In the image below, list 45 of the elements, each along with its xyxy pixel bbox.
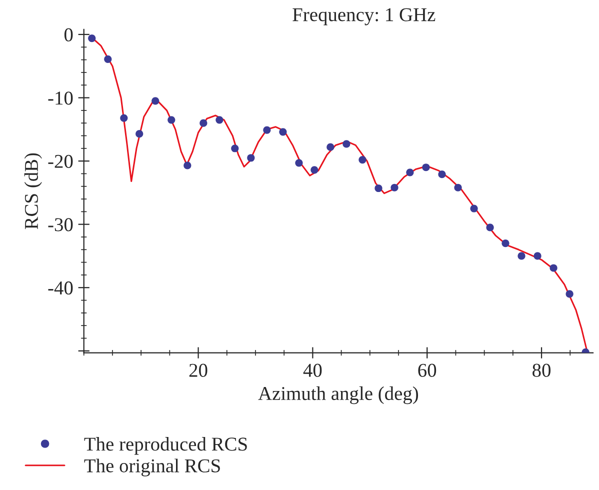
point (184, 162, 192, 170)
point (486, 224, 494, 232)
y-tick-label: -30 (48, 218, 73, 232)
point (454, 184, 462, 192)
point (120, 114, 128, 122)
point (310, 166, 318, 174)
point (342, 140, 350, 148)
point (88, 34, 96, 42)
y-tick-label: 0 (64, 28, 73, 42)
point (279, 128, 287, 136)
point (168, 116, 176, 124)
y-tick-label: -10 (48, 92, 73, 105)
point (470, 204, 478, 212)
point (247, 154, 255, 162)
point (534, 252, 542, 260)
point (358, 156, 366, 164)
point (263, 126, 271, 134)
point (152, 97, 160, 105)
y-tick-label: -40 (48, 281, 73, 295)
point (374, 184, 382, 192)
y-tick-label: -20 (48, 154, 73, 168)
point (502, 240, 510, 248)
point (550, 264, 558, 272)
point (422, 164, 430, 172)
point (136, 130, 144, 138)
legend-label: The original RCS (84, 458, 220, 476)
chart-title: Frequency: 1 GHz (292, 8, 436, 26)
point (104, 55, 112, 63)
point (406, 168, 414, 176)
point (518, 252, 526, 260)
legend-label: The reproduced RCS (84, 437, 247, 455)
x-tick-label: 20 (189, 364, 208, 377)
point (231, 144, 239, 152)
x-axis-title: Azimuth angle (deg) (258, 386, 418, 404)
point (295, 159, 303, 167)
point (390, 184, 398, 192)
point (566, 290, 574, 298)
x-tick-label: 80 (532, 364, 551, 377)
x-tick-label: 60 (418, 364, 436, 377)
point (438, 170, 446, 178)
y-axis-title: RCS (dB) (24, 153, 42, 230)
point (216, 116, 224, 124)
point (326, 143, 334, 151)
point (200, 119, 208, 127)
x-tick-label: 40 (303, 364, 322, 377)
